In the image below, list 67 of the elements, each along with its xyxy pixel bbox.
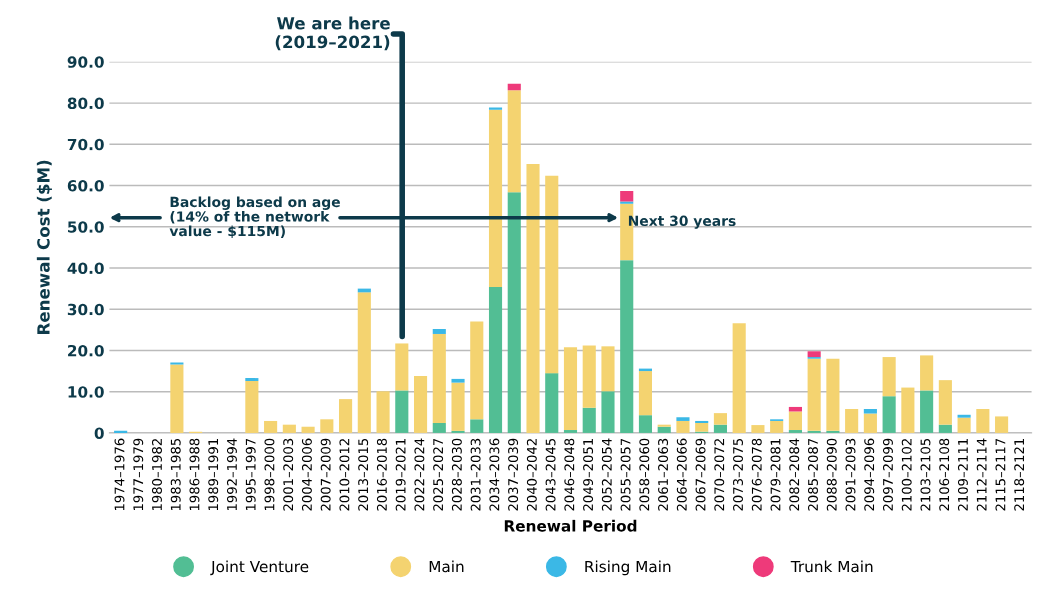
x-tick-label: 2040–2042 (526, 439, 537, 511)
x-tick-label: 2070–2072 (714, 439, 725, 511)
y-axis-title: Renewal Cost ($M) (36, 160, 52, 334)
x-tick-label: 2007–2009 (320, 438, 331, 511)
x-tick-label: 1980–1982 (151, 439, 162, 511)
x-tick-label: 2013–2015 (358, 438, 369, 511)
x-tick-label: 2034–2036 (489, 438, 500, 511)
x-tick-label: 1992–1994 (226, 438, 237, 511)
x-tick-label: 2058–2060 (639, 438, 650, 511)
y-tick-label: 0 (94, 427, 104, 439)
x-axis-title: Renewal Period (504, 519, 637, 532)
x-tick-label: 2055–2057 (620, 438, 631, 511)
x-tick-label: 2016–2018 (376, 438, 387, 511)
x-tick-label: 2067–2069 (695, 438, 706, 511)
y-tick-label: 10.0 (68, 386, 104, 398)
x-tick-label: 2109–2111 (957, 439, 968, 511)
x-tick-label: 1995–1997 (245, 438, 256, 511)
x-tick-label: 2088–2090 (826, 438, 837, 511)
x-tick-label: 2076–2078 (751, 438, 762, 511)
x-tick-label: 2010–2012 (339, 439, 350, 511)
x-tick-label: 2043–2045 (545, 438, 556, 511)
y-tick-label: 60.0 (67, 180, 104, 192)
y-tick-label: 70.0 (67, 138, 104, 151)
x-tick-label: 1998–2000 (264, 438, 275, 511)
x-tick-label: 2049–2051 (583, 439, 594, 511)
x-tick-label: 2031–2033 (470, 438, 481, 511)
x-tick-label: 2061–2063 (658, 438, 669, 511)
x-tick-label: 2082–2084 (789, 438, 800, 511)
x-tick-label: 2112–2114 (976, 438, 987, 511)
text: We are here (2019–2021) (275, 16, 390, 51)
annotation: Backlog based on age (14% of the network value - $115M) (169, 196, 340, 239)
x-tick-label: 2046–2048 (564, 438, 575, 511)
y-tick-label: 50.0 (68, 221, 104, 233)
x-tick-label: 2025–2027 (433, 438, 444, 511)
x-tick-label: 2052–2054 (601, 438, 612, 511)
x-tick-label: 1983–1985 (170, 438, 181, 511)
x-tick-label: 1989–1991 (208, 439, 219, 511)
x-tick-label: 2100–2102 (901, 439, 912, 511)
x-tick-label: 2118–2121 (1014, 439, 1025, 511)
legend-label: Rising Main (585, 560, 671, 576)
x-tick-label: 2022–2024 (414, 438, 425, 511)
x-tick-label: 2019–2021 (395, 439, 406, 511)
x-tick-label: 1977–1979 (133, 438, 144, 511)
x-tick-label: 2073–2075 (733, 438, 744, 511)
x-tick-label: 2085–2087 (808, 438, 818, 511)
x-tick-label: 2091–2093 (845, 438, 856, 511)
x-tick-label: 2103–2105 (920, 438, 931, 511)
x-tick-label: 1974–1976 (114, 438, 125, 511)
x-tick-label: 2115–2117 (995, 438, 1006, 511)
x-tick-label: 2106–2108 (939, 438, 950, 511)
y-tick-label: 40.0 (67, 262, 104, 275)
x-tick-label: 2094–2096 (864, 438, 875, 511)
x-tick-label: 2064–2066 (676, 438, 687, 511)
x-tick-label: 2004–2006 (301, 438, 312, 511)
legend-label: Main (429, 560, 464, 573)
x-tick-label: 2001–2003 (283, 438, 294, 511)
y-tick-label: 80.0 (67, 97, 104, 110)
x-tick-label: 1986–1988 (189, 438, 200, 511)
y-tick-label: 20.0 (68, 344, 104, 357)
legend-label: Joint Venture (210, 560, 309, 576)
legend-label: Trunk Main (790, 560, 873, 573)
x-tick-label: 2079–2081 (770, 439, 781, 511)
x-tick-label: 2028–2030 (451, 438, 462, 511)
y-tick-label: 90.0 (67, 56, 104, 68)
x-tick-label: 2097–2099 (882, 438, 893, 511)
y-tick-label: 30.0 (67, 303, 104, 316)
x-tick-label: 2037–2039 (508, 438, 519, 511)
